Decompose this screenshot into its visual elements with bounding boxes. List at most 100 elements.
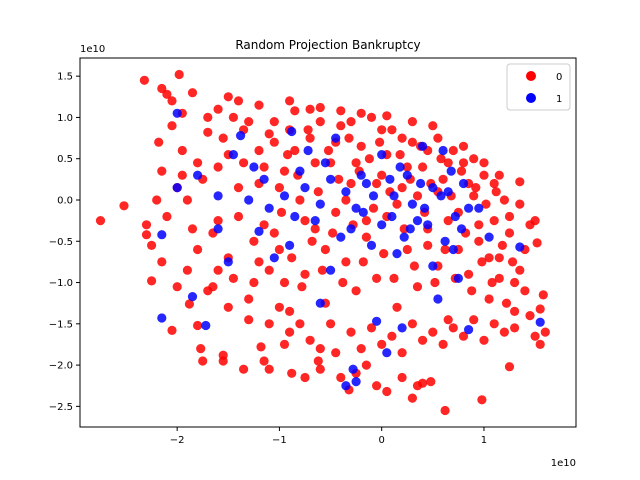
point-series-1-78 [420,203,430,213]
point-series-0-71 [300,269,310,279]
point-series-1-12 [295,166,305,176]
point-series-0-219 [274,183,284,193]
x-tick-label-3: 1 [481,435,487,446]
point-series-0-12 [193,320,203,331]
point-series-0-5 [154,137,164,147]
point-series-0-33 [397,372,407,383]
point-series-0-138 [338,277,348,288]
point-series-1-67 [290,211,300,222]
point-series-0-38 [440,405,450,416]
point-series-1-73 [358,207,368,217]
point-series-0-244 [525,220,535,230]
point-series-0-267 [397,133,407,143]
point-series-0-74 [315,102,325,113]
point-series-1-14 [315,298,325,308]
point-series-0-26 [331,348,341,358]
point-series-1-71 [341,187,351,197]
point-series-0-32 [382,386,392,397]
point-series-0-130 [297,282,307,292]
point-series-0-69 [290,106,300,116]
y-tick-label-1: −2.0 [49,361,73,372]
point-series-0-115 [177,145,187,156]
point-series-0-232 [402,162,412,172]
point-series-0-264 [315,117,325,127]
chart-title: Random Projection Bankruptcy [235,38,420,52]
point-series-0-216 [249,277,259,288]
point-series-1-53 [377,220,387,230]
point-series-0-120 [228,273,238,283]
point-series-0-108 [489,216,499,226]
point-series-0-88 [387,125,397,135]
point-series-0-180 [509,323,520,333]
point-series-0-81 [351,286,361,296]
point-series-0-192 [305,104,315,114]
point-series-0-51 [162,211,172,222]
point-series-1-15 [320,158,330,168]
point-series-0-65 [269,117,279,127]
point-series-0-156 [430,277,440,288]
point-series-1-11 [287,126,297,137]
point-series-0-44 [535,304,545,314]
point-series-0-19 [259,356,269,366]
point-series-1-57 [428,183,438,193]
point-series-0-207 [167,121,177,131]
point-series-0-177 [448,323,458,333]
point-series-0-43 [540,327,550,337]
point-series-0-195 [382,111,392,121]
point-series-0-40 [504,362,515,372]
legend-label-1: 1 [556,94,562,105]
point-series-0-269 [443,158,453,168]
y-tick-label-0: −2.5 [49,402,73,413]
legend: 0 1 [506,63,571,111]
point-series-0-45 [538,290,548,300]
point-series-0-236 [443,216,453,226]
point-series-0-21 [279,339,290,349]
point-series-1-62 [213,224,223,234]
point-series-0-134 [317,265,327,275]
point-series-0-221 [290,145,300,156]
point-series-0-204 [157,257,167,267]
point-series-1-18 [341,381,351,391]
y-tick-label-8: 1.5 [57,72,73,83]
point-series-0-256 [213,265,223,275]
y-tick-label-7: 1.0 [57,113,73,124]
point-series-0-157 [436,154,446,164]
point-series-0-190 [254,100,264,110]
point-series-0-61 [233,183,244,193]
x-tick-label-2: 0 [379,435,385,446]
point-series-1-50 [310,216,320,226]
point-series-0-198 [458,141,469,151]
point-series-0-174 [387,331,397,341]
point-series-0-161 [456,166,467,176]
point-series-0-152 [409,261,419,271]
point-series-0-168 [491,187,501,197]
point-series-0-166 [481,199,491,209]
point-series-1-5 [201,320,211,331]
point-series-0-105 [474,236,484,246]
point-series-1-77 [405,224,415,234]
point-series-1-66 [279,191,290,201]
point-series-1-6 [223,257,233,267]
point-series-0-64 [259,220,269,230]
point-series-1-69 [315,199,325,209]
point-series-0-132 [307,236,317,246]
x-offset-label: 1e10 [551,458,576,469]
point-series-0-182 [264,319,274,329]
point-series-0-24 [313,356,323,366]
point-series-0-72 [305,133,315,143]
point-series-0-220 [279,277,290,288]
point-series-1-31 [407,199,417,209]
point-series-0-262 [264,129,274,139]
point-series-1-40 [453,273,463,283]
point-series-0-16 [218,356,228,366]
point-series-0-172 [346,327,356,337]
point-series-0-62 [244,294,254,304]
point-series-0-136 [328,228,338,238]
point-series-0-66 [274,244,284,255]
point-series-0-148 [389,273,399,283]
point-series-0-47 [515,177,525,187]
legend-frame [506,63,571,111]
point-series-1-21 [351,203,361,213]
point-series-1-45 [515,242,525,252]
